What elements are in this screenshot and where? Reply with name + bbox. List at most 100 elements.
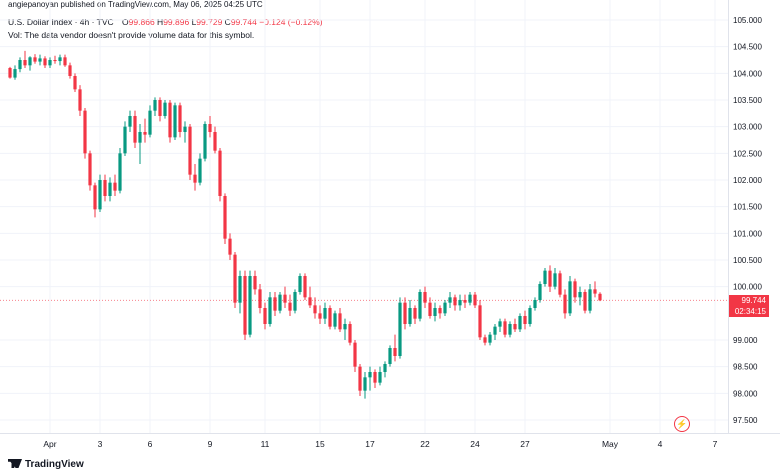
candle[interactable] xyxy=(443,300,447,316)
candle[interactable] xyxy=(373,369,377,388)
candle[interactable] xyxy=(258,284,262,314)
candle[interactable] xyxy=(348,321,352,346)
candle[interactable] xyxy=(578,286,582,306)
candle[interactable] xyxy=(483,334,487,346)
candle[interactable] xyxy=(568,276,572,316)
candle[interactable] xyxy=(598,292,602,302)
candle[interactable] xyxy=(178,102,182,138)
candle[interactable] xyxy=(278,292,282,314)
candle[interactable] xyxy=(353,340,357,372)
candle[interactable] xyxy=(383,361,387,378)
candle[interactable] xyxy=(448,292,452,308)
candle[interactable] xyxy=(563,289,567,319)
candle[interactable] xyxy=(163,100,167,119)
lightning-icon[interactable]: ⚡ xyxy=(674,416,690,432)
candle[interactable] xyxy=(93,182,97,218)
candle[interactable] xyxy=(48,57,52,68)
candle[interactable] xyxy=(513,318,517,332)
candle[interactable] xyxy=(403,297,407,330)
candle[interactable] xyxy=(268,292,272,327)
candle[interactable] xyxy=(533,297,537,311)
candle[interactable] xyxy=(593,281,597,298)
candle[interactable] xyxy=(8,66,12,79)
candle[interactable] xyxy=(408,300,412,327)
candle[interactable] xyxy=(328,305,332,330)
candle[interactable] xyxy=(523,310,527,330)
candle[interactable] xyxy=(488,332,492,346)
candle[interactable] xyxy=(58,54,62,66)
candle[interactable] xyxy=(118,148,122,194)
candle[interactable] xyxy=(83,108,87,159)
candle[interactable] xyxy=(323,302,327,324)
candle[interactable] xyxy=(548,265,552,292)
candle[interactable] xyxy=(208,116,212,138)
candle[interactable] xyxy=(198,153,202,186)
candle[interactable] xyxy=(68,62,72,79)
candle[interactable] xyxy=(378,366,382,386)
candle[interactable] xyxy=(213,126,217,154)
candle[interactable] xyxy=(458,294,462,311)
candle[interactable] xyxy=(433,302,437,322)
candle[interactable] xyxy=(313,297,317,319)
candle[interactable] xyxy=(233,252,237,308)
candle[interactable] xyxy=(113,174,117,196)
candle[interactable] xyxy=(543,268,547,287)
candle[interactable] xyxy=(493,324,497,340)
candle[interactable] xyxy=(588,284,592,314)
candle[interactable] xyxy=(338,308,342,332)
candle[interactable] xyxy=(103,174,107,202)
candle[interactable] xyxy=(153,97,157,116)
candle[interactable] xyxy=(368,366,372,391)
candle[interactable] xyxy=(133,110,137,148)
candle[interactable] xyxy=(273,292,277,316)
candle[interactable] xyxy=(248,270,252,338)
candle[interactable] xyxy=(573,278,577,303)
symbol-label[interactable]: U.S. Dollar Index · 4h · TVC xyxy=(8,17,114,27)
candle[interactable] xyxy=(218,148,222,202)
candle[interactable] xyxy=(13,65,17,80)
candle[interactable] xyxy=(518,313,522,332)
candle[interactable] xyxy=(38,54,42,66)
candle[interactable] xyxy=(558,270,562,298)
candle[interactable] xyxy=(508,321,512,338)
candle[interactable] xyxy=(393,334,397,362)
candle[interactable] xyxy=(388,345,392,367)
candle[interactable] xyxy=(98,174,102,212)
candle[interactable] xyxy=(88,150,92,191)
candle[interactable] xyxy=(318,305,322,324)
candle[interactable] xyxy=(528,305,532,327)
candle[interactable] xyxy=(28,56,32,71)
candle[interactable] xyxy=(463,294,467,308)
candle[interactable] xyxy=(453,294,457,311)
candle[interactable] xyxy=(128,110,132,132)
candle[interactable] xyxy=(293,289,297,314)
candle[interactable] xyxy=(73,73,77,92)
candle[interactable] xyxy=(413,305,417,324)
candle[interactable] xyxy=(468,292,472,306)
candle[interactable] xyxy=(243,270,247,340)
candle[interactable] xyxy=(583,289,587,314)
candle[interactable] xyxy=(333,310,337,330)
candle[interactable] xyxy=(553,268,557,290)
candle[interactable] xyxy=(193,164,197,191)
candle[interactable] xyxy=(418,289,422,322)
candle[interactable] xyxy=(143,118,147,143)
candle[interactable] xyxy=(183,121,187,143)
candle[interactable] xyxy=(53,55,57,64)
candle[interactable] xyxy=(473,292,477,308)
candle[interactable] xyxy=(308,286,312,308)
candle[interactable] xyxy=(538,281,542,303)
candle[interactable] xyxy=(78,85,82,116)
candle[interactable] xyxy=(298,273,302,295)
candle[interactable] xyxy=(498,318,502,332)
candle[interactable] xyxy=(398,297,402,359)
candle[interactable] xyxy=(238,270,242,314)
candle[interactable] xyxy=(228,233,232,260)
candle[interactable] xyxy=(33,54,37,64)
candle[interactable] xyxy=(123,121,127,156)
candle[interactable] xyxy=(438,305,442,319)
candle[interactable] xyxy=(18,57,22,73)
candle[interactable] xyxy=(283,286,287,308)
candle[interactable] xyxy=(253,270,257,295)
